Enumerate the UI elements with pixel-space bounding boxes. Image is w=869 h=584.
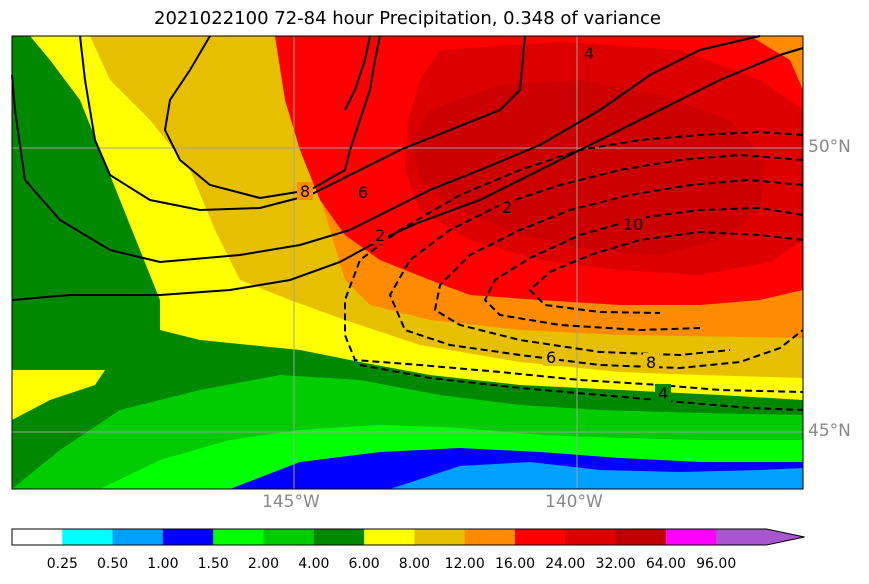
solid-contours [11,35,804,301]
fill-band-lightblue [390,462,803,489]
solid-contour [163,35,381,200]
solid-contour [11,35,761,264]
solid-contour [344,35,371,111]
colorbar-tick-label: 0.50 [97,556,129,572]
contour-label-dashed: 8 [646,353,656,372]
dashed-contour [344,130,804,393]
contour-label-dashed: 2 [502,198,512,217]
colorbar-tick-label: 24.00 [545,556,586,572]
dashed-contour [433,178,804,357]
lon-tick-label: 145°W [262,492,320,512]
contour-labels: 8 6 2 4 2 10 6 8 4 [297,44,671,403]
fill-band-darkgreen [12,36,803,489]
colorbar-segment [615,529,667,545]
colorbar-segment [565,529,617,545]
colorbar-tick-label: 0.25 [46,556,78,572]
dashed-contour [359,364,804,411]
colorbar-segment [716,529,767,545]
colorbar-segment [515,529,566,545]
colorbar-tick-label: 32.00 [595,556,636,572]
colorbar-tick-label: 6.00 [348,556,380,572]
contour-label-solid: 6 [358,183,368,202]
colorbar-segment [162,529,214,545]
lat-tick-label: 50°N [808,137,851,157]
colorbar-segment [263,529,315,545]
colorbar-tick-label: 16.00 [494,556,536,572]
colorbar-segment [665,529,717,545]
fill-patch-yellow-left [12,370,105,420]
contour-label-dashed: 6 [546,348,556,367]
colorbar-extend-arrow [766,529,805,545]
colorbar [11,528,805,546]
dashed-contour [483,206,804,332]
colorbar-tick-label: 96.00 [696,556,737,572]
colorbar-segment [62,529,114,545]
lon-tick-label: 140°W [545,492,603,512]
colorbar-segment [364,529,415,545]
colorbar-tick-label: 12.00 [444,556,485,572]
colorbar-tick-label: 1.00 [147,556,179,572]
contour-label-dashed: 4 [658,384,668,403]
solid-contour [11,47,804,301]
lat-tick-label: 45°N [808,421,851,441]
colorbar-tick-label: 1.50 [197,556,229,572]
colorbar-tick-label: 4.00 [298,556,330,572]
dashed-contour [388,153,804,370]
contour-label-solid: 8 [300,182,310,201]
contour-label-solid: 2 [375,226,385,245]
colorbar-tick-label: 8.00 [398,556,430,572]
colorbar-segment [12,529,63,545]
map-border [11,35,804,490]
dashed-contours [344,130,804,411]
colorbar-segment [213,529,264,545]
contour-label-dashed: 10 [623,215,643,234]
colorbar-segment [112,529,164,545]
colorbar-outline [11,528,805,546]
colorbar-segment [313,529,365,545]
chart-title: 2021022100 72-84 hour Precipitation, 0.3… [154,8,661,29]
dashed-contour [528,230,804,314]
colorbar-segment [464,529,516,545]
colorbar-segment [414,529,466,545]
colorbar-tick-label: 2.00 [247,556,280,572]
contour-label-solid: 4 [584,44,594,63]
colorbar-tick-label: 64.00 [645,556,686,572]
